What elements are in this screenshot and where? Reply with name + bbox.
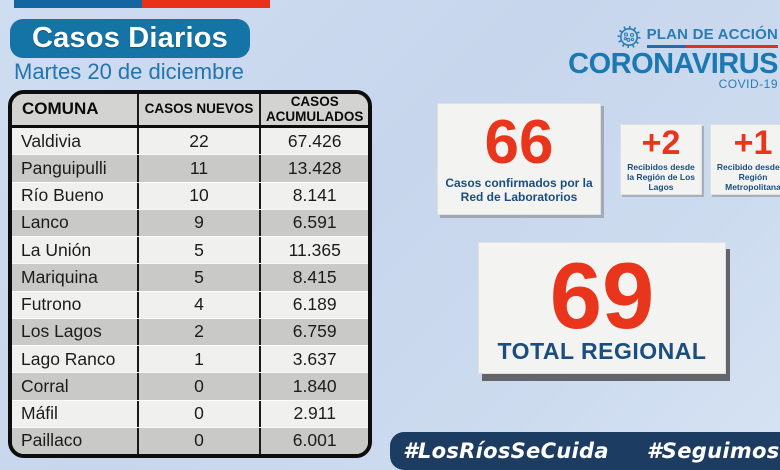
received-metropolitana-value: +1	[733, 123, 773, 162]
accumulated-cases: 8.141	[259, 182, 368, 209]
plan-de-accion-label: PLAN DE ACCIÓN	[646, 26, 778, 48]
hashtag-los-rios: #LosRíosSeCuida	[403, 439, 609, 463]
received-los-lagos-label: Recibidos desde la Región de Los Lagos	[626, 161, 695, 193]
new-cases: 22	[136, 128, 260, 155]
accumulated-cases: 6.001	[259, 427, 368, 454]
comuna-name: Panguipulli	[21, 157, 107, 178]
confirmed-cases-label: Casos confirmados por la Red de Laborato…	[445, 175, 593, 204]
column-header-comuna: COMUNA	[22, 99, 99, 119]
covid19-label: COVID-19	[718, 77, 778, 92]
chile-flag-stripe	[14, 0, 270, 8]
new-cases: 2	[136, 318, 260, 345]
new-cases: 1	[136, 346, 260, 373]
confirmed-cases-card: 66 Casos confirmados por la Red de Labor…	[437, 103, 601, 215]
table-row: Futrono 4 6.189	[12, 290, 368, 318]
table-row: Río Bueno 10 8.141	[12, 181, 368, 209]
comuna-name: Paillaco	[21, 430, 83, 451]
new-cases: 10	[136, 182, 260, 209]
accumulated-cases: 3.637	[259, 346, 368, 373]
accumulated-cases: 13.428	[259, 155, 368, 182]
column-header-casos-acumulados: CASOS ACUMULADOS	[259, 94, 368, 125]
accumulated-cases: 1.840	[259, 373, 368, 400]
received-metropolitana-label: Recibido desde la Región Metropolitana	[716, 161, 780, 193]
table-row: Mariquina 5 8.415	[12, 263, 368, 291]
accumulated-cases: 8.415	[259, 264, 368, 291]
accumulated-cases: 6.591	[259, 209, 368, 236]
received-metropolitana-card: +1 Recibido desde la Región Metropolitan…	[710, 124, 780, 195]
coronavirus-wordmark: CORONAVIRUS	[568, 48, 778, 80]
new-cases: 0	[136, 427, 260, 454]
accumulated-cases: 6.759	[259, 318, 368, 345]
comuna-name: Los Lagos	[21, 321, 102, 342]
total-regional-value: 69	[549, 242, 655, 348]
accumulated-cases: 6.189	[259, 291, 368, 318]
comuna-name: Futrono	[21, 294, 82, 315]
new-cases: 5	[136, 264, 260, 291]
table-row: La Unión 5 11.365	[12, 236, 368, 264]
comuna-name: Lanco	[21, 212, 69, 233]
new-cases: 0	[136, 400, 260, 427]
table-row: Corral 0 1.840	[12, 372, 368, 400]
table-row: Máfil 0 2.911	[12, 399, 368, 427]
new-cases: 5	[136, 237, 260, 264]
new-cases: 9	[136, 209, 260, 236]
comuna-name: Río Bueno	[21, 185, 104, 206]
daily-cases-table: COMUNA CASOS NUEVOS CASOS ACUMULADOS Val…	[8, 90, 372, 458]
accumulated-cases: 2.911	[259, 400, 368, 427]
comuna-name: La Unión	[21, 239, 92, 260]
table-header-row: COMUNA CASOS NUEVOS CASOS ACUMULADOS	[12, 94, 368, 128]
coronavirus-icon	[616, 26, 642, 48]
comuna-name: Valdivia	[21, 130, 81, 151]
hashtag-seguimos: #SeguimosCuidándonos	[646, 439, 780, 463]
table-row: Los Lagos 2 6.759	[12, 317, 368, 345]
comuna-name: Mariquina	[21, 266, 98, 287]
new-cases: 0	[136, 373, 260, 400]
hashtag-bar: #LosRíosSeCuida #SeguimosCuidándonos	[390, 432, 780, 470]
accumulated-cases: 67.426	[259, 128, 368, 155]
report-date: Martes 20 de diciembre	[14, 59, 244, 84]
total-regional-label: TOTAL REGIONAL	[497, 337, 707, 364]
total-regional-card: 69 TOTAL REGIONAL	[478, 242, 726, 374]
table-row: Panguipulli 11 13.428	[12, 154, 368, 182]
received-los-lagos-card: +2 Recibidos desde la Región de Los Lago…	[620, 124, 702, 195]
comuna-name: Corral	[21, 375, 69, 396]
table-row: Paillaco 0 6.001	[12, 426, 368, 454]
table-row: Lanco 9 6.591	[12, 208, 368, 236]
confirmed-cases-value: 66	[484, 107, 554, 177]
table-row: Lago Ranco 1 3.637	[12, 345, 368, 373]
accumulated-cases: 11.365	[259, 237, 368, 264]
received-los-lagos-value: +2	[641, 123, 681, 162]
page-title: Casos Diarios	[10, 19, 250, 58]
coronavirus-brand: PLAN DE ACCIÓN CORONAVIRUS COVID-19	[548, 26, 779, 92]
new-cases: 11	[136, 155, 260, 182]
table-row: Valdivia 22 67.426	[12, 128, 368, 155]
comuna-name: Máfil	[21, 403, 58, 424]
column-header-casos-nuevos: CASOS NUEVOS	[136, 94, 260, 125]
new-cases: 4	[136, 291, 260, 318]
comuna-name: Lago Ranco	[21, 348, 116, 369]
